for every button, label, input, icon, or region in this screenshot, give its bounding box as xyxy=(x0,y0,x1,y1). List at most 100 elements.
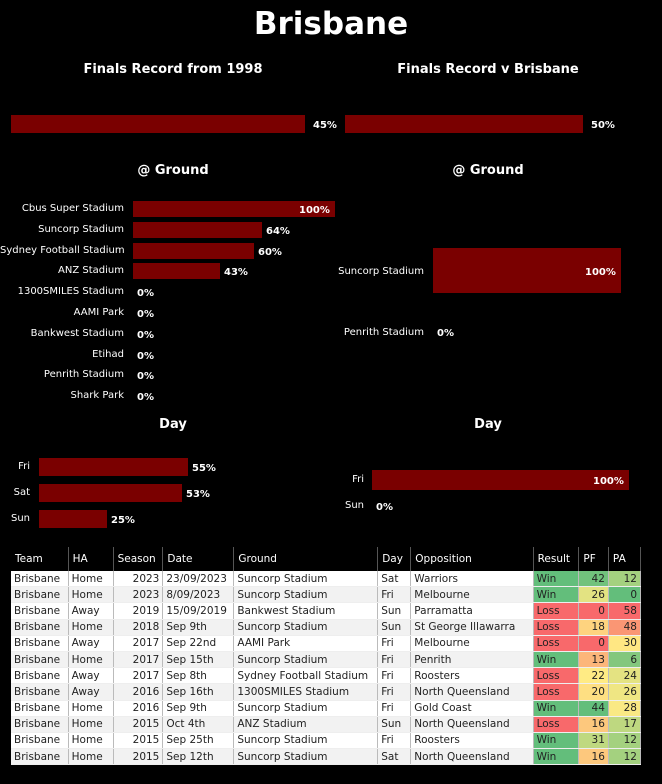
days-label: Fri xyxy=(352,474,364,485)
table-cell: Sydney Football Stadium xyxy=(233,667,379,685)
table-cell: Roosters xyxy=(410,732,534,750)
days-value: 0% xyxy=(376,502,393,513)
table-cell: Fri xyxy=(377,651,412,669)
table-cell: 17 xyxy=(608,716,642,733)
table-cell: Brisbane xyxy=(11,667,69,685)
grounds-label: AAMI Park xyxy=(73,307,124,318)
table-cell: 2023 xyxy=(113,586,164,604)
grounds-bar xyxy=(133,221,262,238)
grounds-value: 60% xyxy=(258,246,282,258)
table-cell: Home xyxy=(68,619,114,636)
table-cell: Sep 9th xyxy=(162,700,235,717)
grounds-value: 0% xyxy=(137,309,154,320)
table-cell: Brisbane xyxy=(11,619,69,636)
table-cell: Home xyxy=(68,586,114,604)
column-header[interactable]: PA xyxy=(608,547,642,571)
table-cell: Win xyxy=(533,700,580,717)
table-cell: North Queensland xyxy=(410,748,534,766)
table-cell: 24 xyxy=(608,667,642,685)
table-cell: Brisbane xyxy=(11,716,69,733)
record-title-right: Finals Record v Brisbane xyxy=(397,62,579,77)
table-cell: Home xyxy=(68,651,114,669)
column-header[interactable]: Opposition xyxy=(410,547,534,571)
table-row: Brisbane Away 2019 15/09/2019 Bankwest Stadi… xyxy=(11,602,642,620)
table-cell: 12 xyxy=(608,732,642,750)
table-cell: Loss xyxy=(533,619,580,636)
table-cell: Sun xyxy=(377,619,412,636)
table-row: Brisbane Home 2015 Sep 25th Suncorp Stadium F… xyxy=(11,732,642,750)
table-cell: Away xyxy=(68,667,114,685)
column-header[interactable]: PF xyxy=(578,547,609,571)
table-cell: Loss xyxy=(533,602,580,620)
record-bar xyxy=(345,115,583,133)
table-cell: 2018 xyxy=(113,619,164,636)
table-cell: 2017 xyxy=(113,667,164,685)
table-cell: Sep 22nd xyxy=(162,635,235,652)
column-header[interactable]: Team xyxy=(11,547,69,571)
table-cell: 2016 xyxy=(113,683,164,701)
table-cell: 2015 xyxy=(113,748,164,766)
column-header[interactable]: Season xyxy=(113,547,164,571)
table-row: Brisbane Away 2017 Sep 8th Sydney Football S… xyxy=(11,667,642,685)
column-header[interactable]: Result xyxy=(533,547,580,571)
table-cell: Away xyxy=(68,602,114,620)
table-cell: 16 xyxy=(578,716,609,733)
column-header[interactable]: Ground xyxy=(233,547,379,571)
days-label: Sun xyxy=(344,500,364,511)
table-cell: ANZ Stadium xyxy=(233,716,379,733)
table-cell: 15/09/2019 xyxy=(162,602,235,620)
grounds-label: Penrith Stadium xyxy=(343,327,424,338)
table-cell: Sep 15th xyxy=(162,651,235,669)
table-cell: Loss xyxy=(533,683,580,701)
table-cell: Away xyxy=(68,635,114,652)
table-cell: Penrith xyxy=(410,651,534,669)
table-cell: Suncorp Stadium xyxy=(233,651,379,669)
grounds-label: Bankwest Stadium xyxy=(30,327,124,339)
grounds-value: 0% xyxy=(137,371,154,383)
table-cell: 1300SMILES Stadium xyxy=(233,683,379,701)
table-cell: Melbourne xyxy=(410,635,534,652)
days-bar xyxy=(39,484,182,502)
table-cell: 26 xyxy=(608,683,642,701)
table-row: Brisbane Home 2015 Sep 12th Suncorp Stadium S… xyxy=(11,748,642,766)
table-cell: Suncorp Stadium xyxy=(233,700,379,717)
table-cell: Brisbane xyxy=(11,602,69,620)
table-row: Brisbane Home 2023 8/09/2023 Suncorp Stadium… xyxy=(11,586,642,604)
table-cell: 28 xyxy=(608,700,642,717)
table-cell: Brisbane xyxy=(11,651,69,669)
table-cell: 2019 xyxy=(113,602,164,620)
grounds-bar xyxy=(433,248,621,293)
grounds-label: Suncorp Stadium xyxy=(38,223,124,235)
table-cell: Win xyxy=(533,651,580,669)
table-cell: Melbourne xyxy=(410,586,534,604)
table-cell: Win xyxy=(533,586,580,604)
grounds-label: Suncorp Stadium xyxy=(338,266,424,277)
table-cell: Brisbane xyxy=(11,732,69,750)
table-cell: Sun xyxy=(377,602,412,620)
record-value: 45% xyxy=(313,120,337,131)
grounds-label: Etihad xyxy=(92,348,124,360)
table-cell: Brisbane xyxy=(11,748,69,766)
table-cell: 20 xyxy=(578,683,609,701)
table-cell: Fri xyxy=(377,700,412,717)
table-cell: 23/09/2023 xyxy=(162,571,235,588)
table-row: Brisbane Home 2017 Sep 15th Suncorp Stadium F… xyxy=(11,651,642,669)
column-header[interactable]: Date xyxy=(162,547,235,571)
column-header[interactable]: Day xyxy=(377,547,412,571)
table-cell: 42 xyxy=(578,571,609,588)
table-cell: 22 xyxy=(578,667,609,685)
table-cell: AAMI Park xyxy=(233,635,379,652)
grounds-label: Cbus Super Stadium xyxy=(21,203,124,214)
table-cell: Brisbane xyxy=(11,571,69,588)
days-value: 100% xyxy=(593,476,624,487)
table-cell: 16 xyxy=(578,748,609,766)
column-header[interactable]: HA xyxy=(68,547,114,571)
grounds-value: 64% xyxy=(266,225,290,237)
days-bar xyxy=(39,510,107,528)
table-cell: Fri xyxy=(377,635,412,652)
ground-title-right: @ Ground xyxy=(452,163,524,178)
table-cell: 2017 xyxy=(113,651,164,669)
table-cell: Suncorp Stadium xyxy=(233,619,379,636)
table-cell: Brisbane xyxy=(11,635,69,652)
days-label: Fri xyxy=(18,461,30,472)
